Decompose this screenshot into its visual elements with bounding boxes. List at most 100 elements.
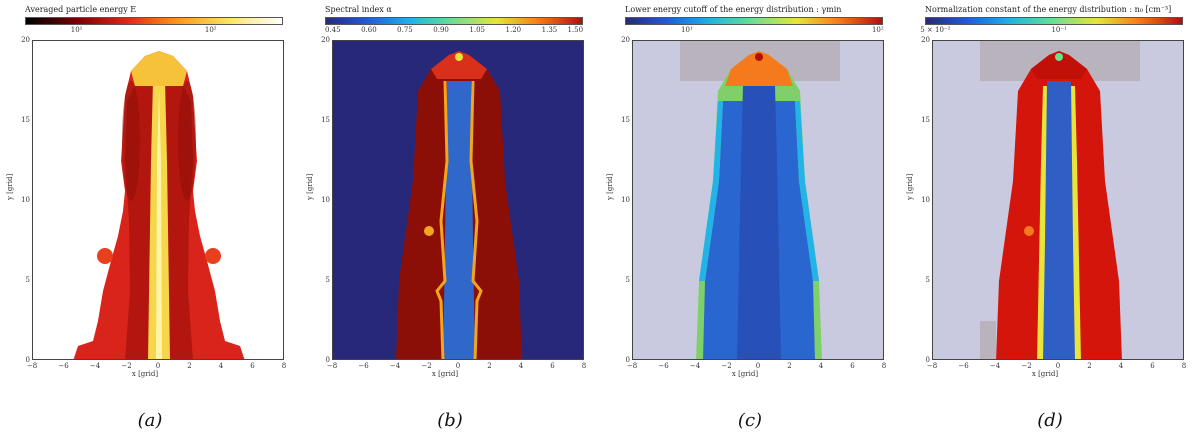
x-tick: −8 xyxy=(626,362,638,370)
x-tick: −4 xyxy=(389,362,401,370)
colorbar-tick: 10¹ xyxy=(70,26,83,34)
x-tick: 0 xyxy=(1055,362,1061,370)
colorbar-tick: 1.05 xyxy=(469,26,486,34)
y-axis-label: y [grid] xyxy=(906,173,914,200)
x-tick: −8 xyxy=(926,362,938,370)
heatmap-plot xyxy=(32,40,284,360)
x-tick: −6 xyxy=(358,362,369,370)
y-tick: 15 xyxy=(621,116,630,124)
x-tick: −6 xyxy=(658,362,669,370)
y-axis-ticks: 0 5 10 15 20 xyxy=(318,36,330,364)
colorbar-ticks: 5 × 10⁻² 10⁻¹ xyxy=(920,26,1183,38)
colorbar xyxy=(925,17,1183,25)
colorbar xyxy=(625,17,883,25)
x-tick: 4 xyxy=(1118,362,1124,370)
y-tick: 0 xyxy=(925,356,930,364)
heatmap-plot xyxy=(932,40,1184,360)
x-tick: 8 xyxy=(1181,362,1187,370)
x-tick: 0 xyxy=(755,362,761,370)
x-tick: 8 xyxy=(281,362,287,370)
x-tick: 6 xyxy=(550,362,555,370)
colorbar-tick: 0.45 xyxy=(324,26,341,34)
x-tick: 8 xyxy=(881,362,887,370)
heatmap-plot xyxy=(332,40,584,360)
panel-caption: (c) xyxy=(737,410,763,431)
x-tick: 2 xyxy=(187,362,192,370)
x-tick: −8 xyxy=(26,362,38,370)
x-tick: 4 xyxy=(818,362,824,370)
colorbar-ticks: 10¹ 10² xyxy=(625,26,884,38)
x-tick: −2 xyxy=(1021,362,1032,370)
x-axis-label: x [grid] xyxy=(431,370,459,378)
x-tick: −2 xyxy=(121,362,132,370)
x-axis-ticks: −8 −6 −4 −2 0 2 4 6 8 xyxy=(27,362,287,372)
x-axis-ticks: −8 −6 −4 −2 0 2 4 6 8 xyxy=(927,362,1187,372)
x-tick: −4 xyxy=(689,362,701,370)
x-tick: 6 xyxy=(1150,362,1155,370)
heatmap-plot xyxy=(632,40,884,360)
y-axis-ticks: 0 5 10 15 20 xyxy=(18,36,30,364)
y-axis-ticks: 0 5 10 15 20 xyxy=(618,36,630,364)
x-tick: −6 xyxy=(58,362,69,370)
y-tick: 0 xyxy=(25,356,30,364)
colorbar-tick: 1.20 xyxy=(505,26,522,34)
y-tick: 15 xyxy=(321,116,330,124)
x-tick: −4 xyxy=(89,362,101,370)
panel-c: Lower energy cutoff of the energy distri… xyxy=(600,0,900,432)
colorbar-tick: 10² xyxy=(871,26,884,34)
y-tick: 5 xyxy=(325,276,330,284)
x-axis-label: x [grid] xyxy=(1031,370,1059,378)
y-axis-label: y [grid] xyxy=(6,173,14,200)
panel-b: Spectral index α 0.45 0.60 0.75 0.90 1.0… xyxy=(300,0,600,432)
x-tick: 4 xyxy=(218,362,224,370)
colorbar-title: Lower energy cutoff of the energy distri… xyxy=(625,5,842,14)
x-axis-label: x [grid] xyxy=(731,370,759,378)
x-tick: −2 xyxy=(721,362,732,370)
x-tick: −4 xyxy=(989,362,1001,370)
colorbar-title: Averaged particle energy E xyxy=(25,5,137,14)
x-tick: 2 xyxy=(1087,362,1092,370)
panel-d: Normalization constant of the energy dis… xyxy=(900,0,1200,432)
x-axis-ticks: −8 −6 −4 −2 0 2 4 6 8 xyxy=(627,362,887,372)
y-tick: 10 xyxy=(621,196,630,204)
x-tick: 0 xyxy=(155,362,161,370)
y-tick: 15 xyxy=(921,116,930,124)
colorbar-tick: 10¹ xyxy=(681,26,693,34)
y-tick: 10 xyxy=(21,196,30,204)
y-tick: 10 xyxy=(921,196,930,204)
x-axis-ticks: −8 −6 −4 −2 0 2 4 6 8 xyxy=(327,362,587,372)
panel-caption: (b) xyxy=(437,410,463,431)
y-tick: 20 xyxy=(21,36,30,44)
panel-caption: (a) xyxy=(137,410,163,431)
y-tick: 5 xyxy=(925,276,930,284)
panel-a: Averaged particle energy E 10¹ 10² 0 5 1… xyxy=(0,0,300,432)
colorbar-tick: 0.90 xyxy=(433,26,449,34)
x-tick: 6 xyxy=(250,362,255,370)
x-tick: −8 xyxy=(326,362,338,370)
x-tick: 6 xyxy=(850,362,855,370)
y-tick: 0 xyxy=(325,356,330,364)
colorbar-tick: 10⁻¹ xyxy=(1051,26,1067,34)
x-axis-label: x [grid] xyxy=(131,370,159,378)
colorbar-tick: 0.75 xyxy=(397,26,413,34)
y-axis-label: y [grid] xyxy=(606,173,614,200)
colorbar-tick: 0.60 xyxy=(361,26,377,34)
x-tick: 8 xyxy=(581,362,587,370)
x-tick: −2 xyxy=(421,362,432,370)
y-tick: 15 xyxy=(21,116,30,124)
colorbar-ticks: 10¹ 10² xyxy=(25,26,283,38)
colorbar-tick: 1.50 xyxy=(567,26,584,34)
x-tick: 2 xyxy=(787,362,792,370)
y-tick: 5 xyxy=(25,276,30,284)
x-tick: 0 xyxy=(455,362,461,370)
y-tick: 0 xyxy=(625,356,630,364)
colorbar-tick: 5 × 10⁻² xyxy=(920,26,951,34)
x-tick: −6 xyxy=(958,362,969,370)
colorbar-tick: 10² xyxy=(204,26,217,34)
colorbar xyxy=(25,17,283,25)
colorbar-title: Spectral index α xyxy=(325,5,392,14)
colorbar xyxy=(325,17,583,25)
y-axis-ticks: 0 5 10 15 20 xyxy=(918,36,930,364)
x-tick: 2 xyxy=(487,362,492,370)
x-tick: 4 xyxy=(518,362,524,370)
